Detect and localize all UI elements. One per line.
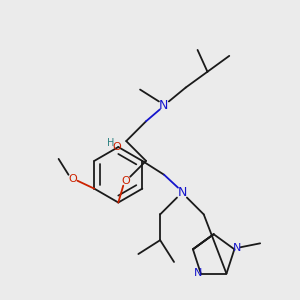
Text: N: N xyxy=(177,186,187,199)
Text: N: N xyxy=(159,99,169,112)
Text: O: O xyxy=(122,176,130,186)
Text: O: O xyxy=(68,174,77,184)
Text: N: N xyxy=(194,268,202,278)
Text: H: H xyxy=(107,138,114,148)
Text: N: N xyxy=(233,243,242,253)
Text: O: O xyxy=(112,142,121,152)
